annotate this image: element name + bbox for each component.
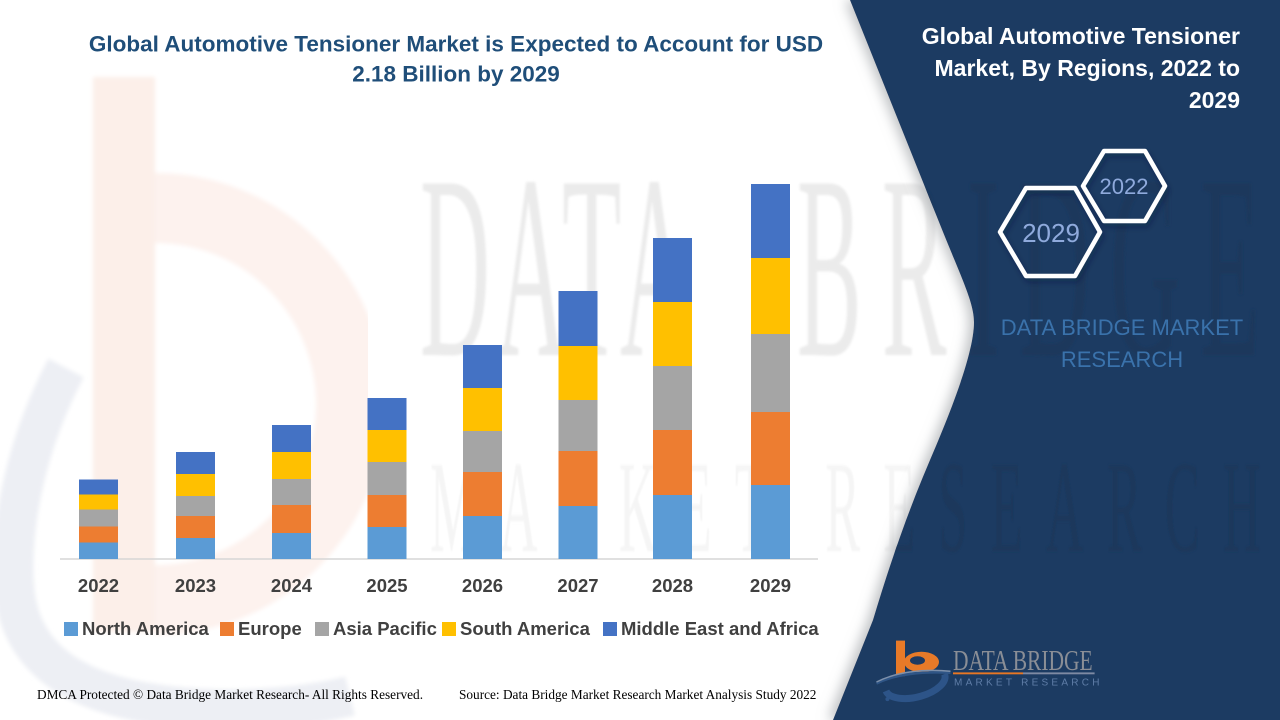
svg-text:2023: 2023 [175,575,216,596]
svg-text:2029: 2029 [1022,218,1080,248]
svg-text:Global Automotive Tensioner: Global Automotive Tensioner [922,23,1240,49]
svg-text:Market, By Regions, 2022 to: Market, By Regions, 2022 to [935,55,1241,81]
svg-text:South America: South America [460,618,591,639]
svg-text:2027: 2027 [557,575,598,596]
svg-text:2025: 2025 [366,575,407,596]
svg-text:2024: 2024 [271,575,313,596]
svg-text:Source: Data Bridge Market Res: Source: Data Bridge Market Research Mark… [459,687,816,702]
svg-text:DATA BRIDGE MARKET: DATA BRIDGE MARKET [1001,315,1243,340]
svg-text:2.18 Billion by 2029: 2.18 Billion by 2029 [352,62,560,87]
svg-text:2029: 2029 [1189,87,1240,113]
svg-text:RESEARCH: RESEARCH [1061,347,1183,372]
svg-text:2026: 2026 [462,575,503,596]
svg-text:DMCA Protected © Data Bridge M: DMCA Protected © Data Bridge Market Rese… [37,687,423,702]
svg-text:DATA BRIDGE: DATA BRIDGE [953,646,1093,676]
svg-text:2022: 2022 [1100,174,1149,199]
svg-text:2029: 2029 [750,575,791,596]
svg-text:Middle East and Africa: Middle East and Africa [621,618,819,639]
svg-text:MARKET RESEARCH: MARKET RESEARCH [954,678,1103,689]
svg-text:Asia Pacific: Asia Pacific [333,618,437,639]
svg-text:2022: 2022 [78,575,119,596]
svg-text:2028: 2028 [652,575,693,596]
svg-text:North America: North America [82,618,210,639]
svg-text:Europe: Europe [238,618,302,639]
svg-text:Global Automotive Tensioner Ma: Global Automotive Tensioner Market is Ex… [89,32,823,57]
